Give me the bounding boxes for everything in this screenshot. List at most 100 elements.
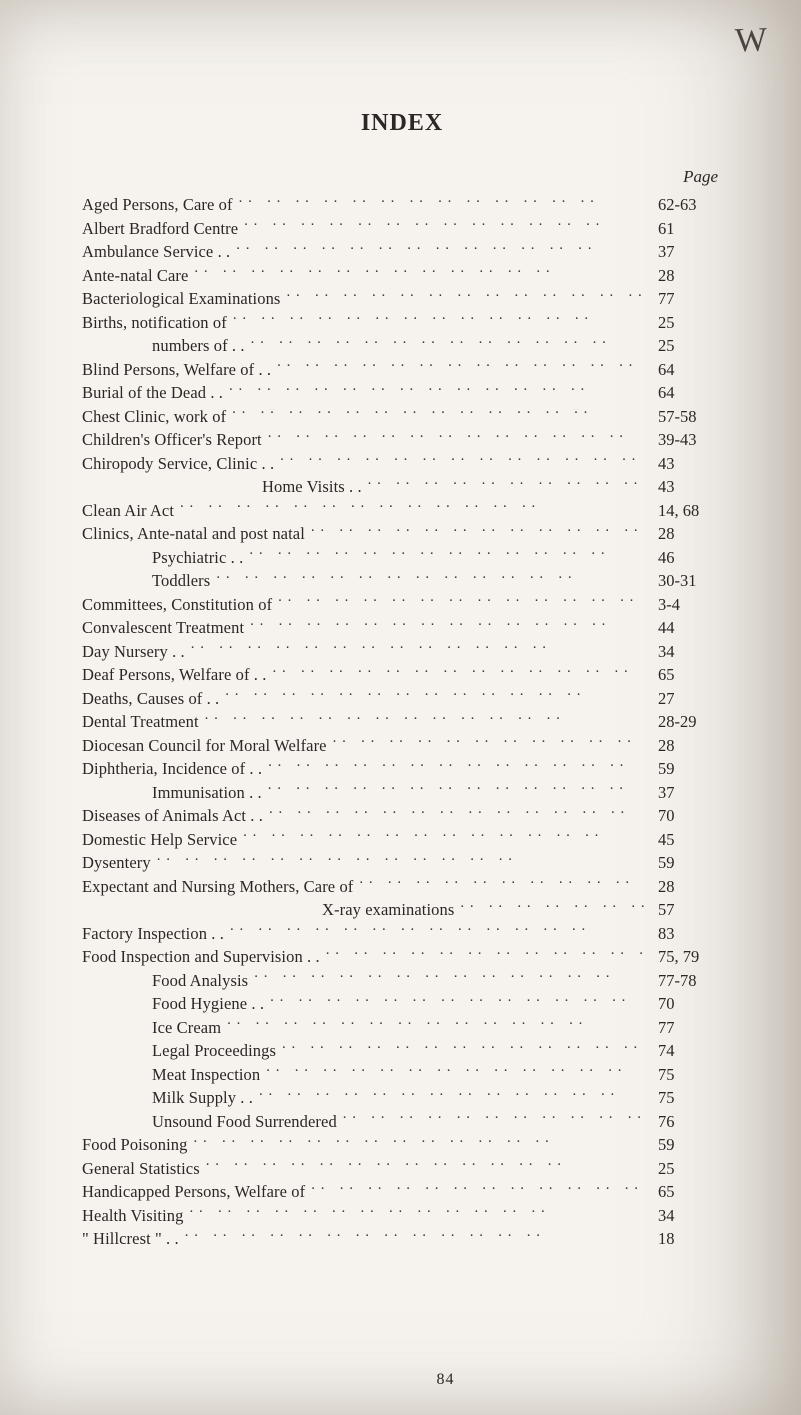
- index-entry-label: Bacteriological Examinations: [82, 287, 280, 311]
- index-entry-label: Home Visits . .: [82, 475, 362, 499]
- index-entry: Dental Treatment28-29: [82, 710, 722, 734]
- index-entry: Food Inspection and Supervision . . 75, 7…: [82, 945, 722, 969]
- index-entry: Unsound Food Surrendered76: [82, 1110, 722, 1134]
- leader-dots: [268, 781, 644, 798]
- leader-dots: [216, 570, 644, 587]
- index-entry-page: 75, 79: [652, 945, 722, 969]
- index-entry: Psychiatric . . 46: [82, 546, 722, 570]
- leader-dots: [250, 617, 644, 634]
- index-entry: Home Visits . . 43: [82, 475, 722, 499]
- index-entry: Day Nursery . . 34: [82, 640, 722, 664]
- index-entry: Ice Cream77: [82, 1016, 722, 1040]
- index-entry: " Hillcrest " . .18: [82, 1227, 722, 1251]
- index-entry-label: Immunisation . .: [82, 781, 262, 805]
- index-entry-page: 70: [652, 804, 722, 828]
- leader-dots: [157, 852, 644, 869]
- index-entry: Expectant and Nursing Mothers, Care of28: [82, 875, 722, 899]
- index-entry: Births, notification of25: [82, 311, 722, 335]
- index-entry-label: Meat Inspection: [82, 1063, 260, 1087]
- index-entry: numbers of . . 25: [82, 334, 722, 358]
- index-entry: Toddlers30-31: [82, 569, 722, 593]
- index-entry: Legal Proceedings74: [82, 1039, 722, 1063]
- index-entry-page: 37: [652, 240, 722, 264]
- index-entry: Clinics, Ante-natal and post natal28: [82, 522, 722, 546]
- index-entry-page: 28: [652, 264, 722, 288]
- index-entry: Chiropody Service, Clinic . .43: [82, 452, 722, 476]
- index-entry: Burial of the Dead . .64: [82, 381, 722, 405]
- index-entry-page: 57: [652, 898, 722, 922]
- leader-dots: [270, 993, 644, 1010]
- leader-dots: [194, 264, 644, 281]
- leader-dots: [232, 405, 644, 422]
- leader-dots: [326, 946, 644, 963]
- index-entry-label: Food Analysis: [82, 969, 248, 993]
- index-entry-label: Diocesan Council for Moral Welfare: [82, 734, 327, 758]
- index-title: INDEX: [82, 110, 722, 137]
- index-entry-page: 43: [652, 475, 722, 499]
- index-entry-page: 46: [652, 546, 722, 570]
- index-entry: Food Poisoning59: [82, 1133, 722, 1157]
- index-entry-page: 43: [652, 452, 722, 476]
- index-entry-page: 75: [652, 1086, 722, 1110]
- index-entry-label: Domestic Help Service: [82, 828, 237, 852]
- leader-dots: [286, 288, 644, 305]
- index-entry-page: 65: [652, 1180, 722, 1204]
- index-entry-page: 30-31: [652, 569, 722, 593]
- leader-dots: [229, 382, 644, 399]
- index-entry: Meat Inspection75: [82, 1063, 722, 1087]
- index-entry-page: 25: [652, 334, 722, 358]
- leader-dots: [206, 1157, 644, 1174]
- index-entry-label: General Statistics: [82, 1157, 200, 1181]
- index-entry-label: Psychiatric . .: [82, 546, 243, 570]
- leader-dots: [282, 1040, 644, 1057]
- index-entry-label: Ambulance Service . .: [82, 240, 230, 264]
- leader-dots: [233, 311, 644, 328]
- index-entry-page: 74: [652, 1039, 722, 1063]
- index-entry-page: 34: [652, 640, 722, 664]
- index-entry-label: Chest Clinic, work of: [82, 405, 226, 429]
- index-entry: Handicapped Persons, Welfare of65: [82, 1180, 722, 1204]
- index-entry: Ante-natal Care 28: [82, 264, 722, 288]
- index-entry: Immunisation . . 37: [82, 781, 722, 805]
- index-entry-label: Children's Officer's Report: [82, 428, 262, 452]
- index-entry: Aged Persons, Care of62-63: [82, 193, 722, 217]
- index-entry: Ambulance Service . . 37: [82, 240, 722, 264]
- index-entry-label: Factory Inspection . .: [82, 922, 224, 946]
- index-entry-page: 57-58: [652, 405, 722, 429]
- index-entry: Bacteriological Examinations77: [82, 287, 722, 311]
- index-entry: General Statistics25: [82, 1157, 722, 1181]
- index-entry-page: 64: [652, 381, 722, 405]
- corner-handwritten-mark: W: [734, 21, 767, 60]
- leader-dots: [272, 664, 644, 681]
- index-entry: Dysentery59: [82, 851, 722, 875]
- index-entry-label: Committees, Constitution of: [82, 593, 272, 617]
- leader-dots: [227, 1016, 644, 1033]
- index-entry-label: Convalescent Treatment: [82, 616, 244, 640]
- index-entry: Chest Clinic, work of 57-58: [82, 405, 722, 429]
- index-entry-label: Diphtheria, Incidence of . .: [82, 757, 262, 781]
- index-entry-label: Ante-natal Care: [82, 264, 188, 288]
- index-entry-label: Aged Persons, Care of: [82, 193, 233, 217]
- index-entry: X-ray examinations 57: [82, 898, 722, 922]
- index-entry-label: Dysentery: [82, 851, 151, 875]
- index-entry-label: Food Inspection and Supervision . .: [82, 945, 320, 969]
- leader-dots: [460, 899, 644, 916]
- index-entry-label: Day Nursery . .: [82, 640, 185, 664]
- index-entry: Food Hygiene . .70: [82, 992, 722, 1016]
- index-entry-label: Dental Treatment: [82, 710, 199, 734]
- index-entry: Domestic Help Service45: [82, 828, 722, 852]
- index-entry-page: 37: [652, 781, 722, 805]
- index-entry-label: numbers of . .: [82, 334, 245, 358]
- leader-dots: [230, 922, 644, 939]
- index-entry: Milk Supply . . 75: [82, 1086, 722, 1110]
- leader-dots: [254, 969, 644, 986]
- index-entry-label: X-ray examinations: [82, 898, 454, 922]
- index-entry-label: Albert Bradford Centre: [82, 217, 238, 241]
- index-entry-label: " Hillcrest " . .: [82, 1227, 179, 1251]
- index-entry: Factory Inspection . .83: [82, 922, 722, 946]
- index-entry-page: 61: [652, 217, 722, 241]
- index-entry: Clean Air Act14, 68: [82, 499, 722, 523]
- index-entry-label: Milk Supply . .: [82, 1086, 253, 1110]
- index-entry: Convalescent Treatment44: [82, 616, 722, 640]
- leader-dots: [269, 805, 644, 822]
